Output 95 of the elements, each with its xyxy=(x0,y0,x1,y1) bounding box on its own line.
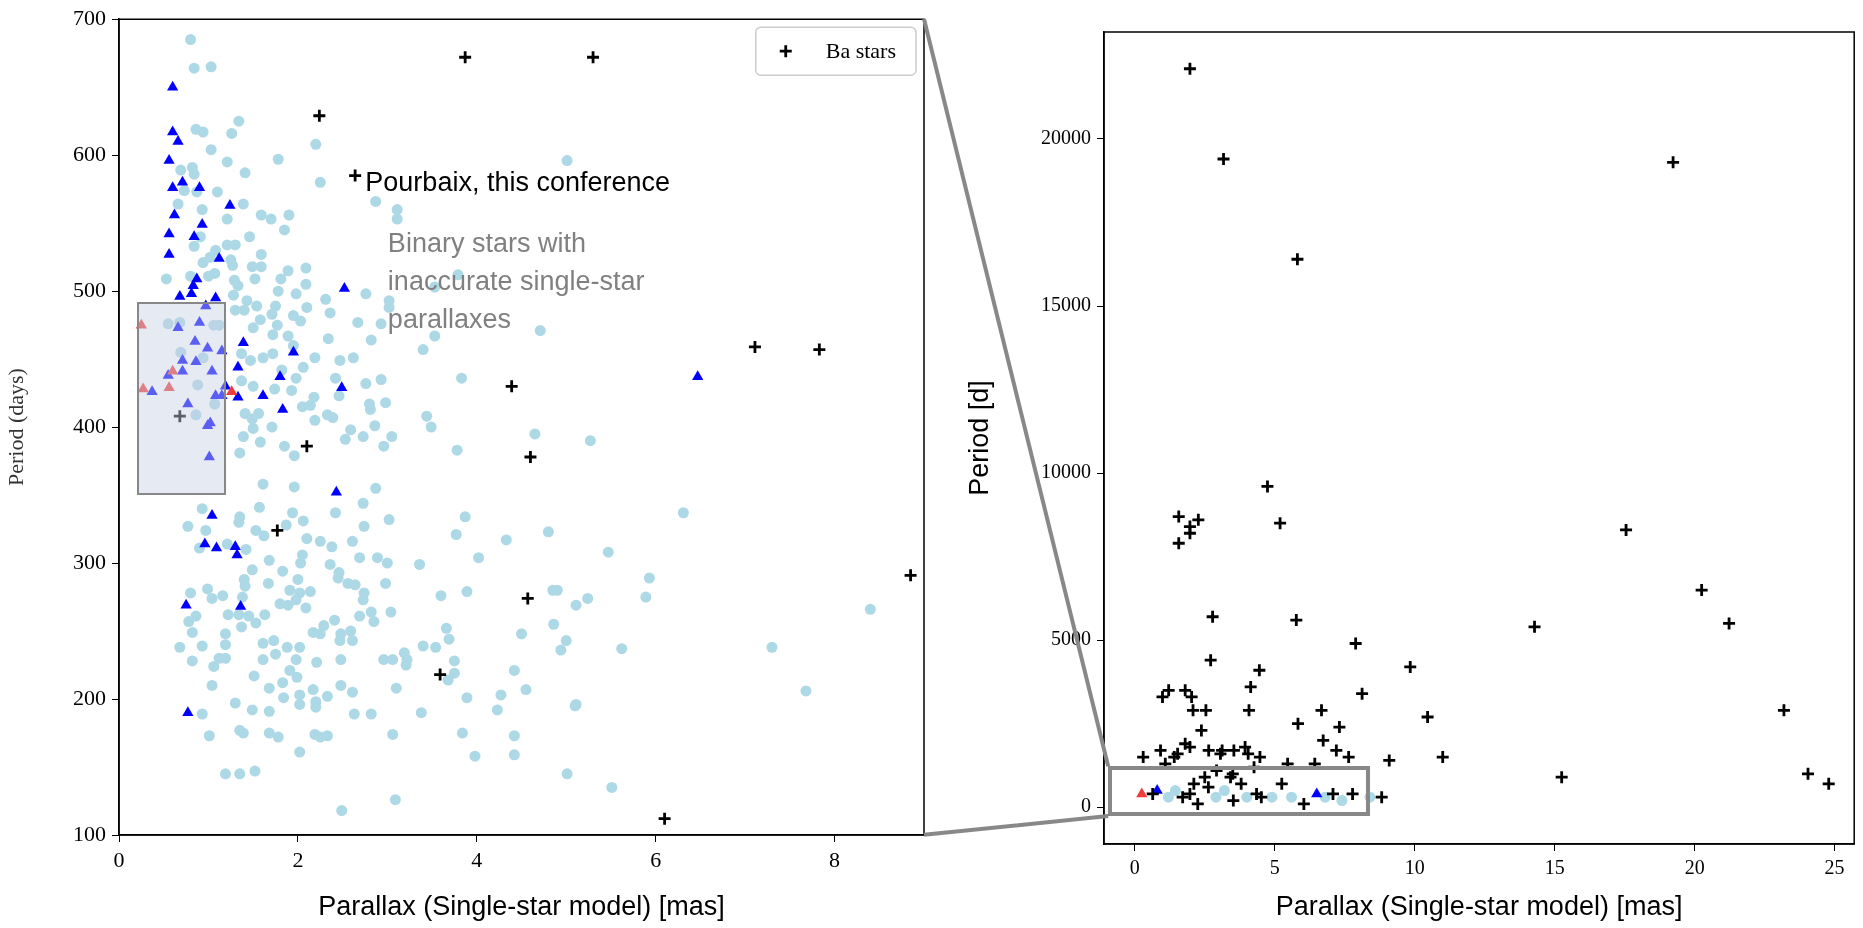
y-tick-label: 20000 xyxy=(1041,126,1091,149)
y-axis-title: Period (days) xyxy=(2,368,28,487)
point xyxy=(190,355,202,366)
point xyxy=(196,218,208,228)
point xyxy=(226,385,238,395)
point xyxy=(187,279,199,289)
point xyxy=(903,567,918,583)
point xyxy=(457,49,473,65)
point xyxy=(163,381,175,391)
point xyxy=(167,181,179,192)
y-tick-label: 100 xyxy=(73,820,106,846)
y-tick-label: 500 xyxy=(73,276,106,302)
point xyxy=(176,364,189,375)
point xyxy=(520,591,536,606)
x-tick-label: 25 xyxy=(1824,856,1845,879)
point xyxy=(146,385,158,395)
x-tick-label: 0 xyxy=(113,846,125,872)
point xyxy=(176,175,189,186)
point xyxy=(209,291,222,302)
point xyxy=(163,154,175,164)
point xyxy=(168,208,181,219)
point xyxy=(299,438,315,454)
point xyxy=(330,485,342,496)
point xyxy=(163,227,175,238)
point xyxy=(180,598,192,609)
point xyxy=(167,125,179,136)
point xyxy=(188,230,200,240)
point xyxy=(172,321,184,332)
x-tick-label: 15 xyxy=(1544,856,1565,879)
point xyxy=(193,181,206,192)
point xyxy=(432,667,448,682)
y-tick-label: 10000 xyxy=(1041,460,1091,483)
point xyxy=(201,341,214,352)
point xyxy=(213,252,225,262)
legend-label: Ba stars xyxy=(825,37,896,63)
point xyxy=(692,370,704,381)
point xyxy=(277,402,289,413)
y-tick-label: 200 xyxy=(73,684,106,710)
point xyxy=(210,541,223,552)
x-tick-label: 10 xyxy=(1404,856,1425,879)
point xyxy=(235,600,247,610)
point xyxy=(163,247,175,258)
point xyxy=(747,339,763,355)
point xyxy=(216,344,228,355)
x-tick-label: 6 xyxy=(650,846,662,872)
point xyxy=(229,540,241,550)
point xyxy=(287,345,300,356)
point xyxy=(232,360,244,371)
y-tick-label: 15000 xyxy=(1041,293,1091,316)
y-tick-label: 600 xyxy=(73,140,106,166)
y-axis-title: Period [d] xyxy=(963,380,994,496)
point xyxy=(657,811,673,827)
point xyxy=(336,381,348,391)
point xyxy=(172,408,188,424)
point xyxy=(174,290,186,300)
x-axis-title: Parallax (Single-star model) [mas] xyxy=(318,891,725,922)
x-tick-label: 5 xyxy=(1269,856,1280,879)
point xyxy=(193,315,206,326)
x-tick-label: 20 xyxy=(1684,856,1705,879)
point xyxy=(203,450,215,461)
x-tick-label: 0 xyxy=(1129,856,1140,879)
point xyxy=(172,135,184,145)
point xyxy=(504,378,520,394)
point xyxy=(182,397,194,408)
y-tick-label: 0 xyxy=(1081,794,1091,817)
annotation: Binary stars with inaccurate single-star parallaxes xyxy=(387,227,645,334)
point xyxy=(189,334,201,345)
point xyxy=(257,389,269,400)
point xyxy=(199,537,211,548)
point xyxy=(347,168,363,183)
point xyxy=(237,336,249,347)
y-tick-label: 400 xyxy=(73,412,106,438)
x-tick-label: 4 xyxy=(471,846,483,872)
point xyxy=(585,49,601,65)
y-tick-label: 700 xyxy=(73,4,106,30)
y-tick-label: 300 xyxy=(73,548,106,574)
point xyxy=(167,364,179,375)
x-tick-label: 8 xyxy=(829,846,841,872)
point xyxy=(338,281,351,292)
point xyxy=(206,508,218,519)
point xyxy=(206,364,218,375)
point xyxy=(182,706,194,716)
point xyxy=(167,80,179,91)
point xyxy=(269,523,285,538)
x-tick-label: 2 xyxy=(292,846,304,872)
point xyxy=(200,299,212,310)
x-axis-title: Parallax (Single-star model) [mas] xyxy=(1275,891,1683,922)
point xyxy=(523,449,538,465)
point xyxy=(176,353,189,364)
point xyxy=(811,342,827,357)
point xyxy=(274,370,286,381)
point xyxy=(224,198,236,209)
point xyxy=(135,318,147,329)
annotation: Pourbaix, this conference xyxy=(365,166,671,197)
point xyxy=(311,108,327,124)
